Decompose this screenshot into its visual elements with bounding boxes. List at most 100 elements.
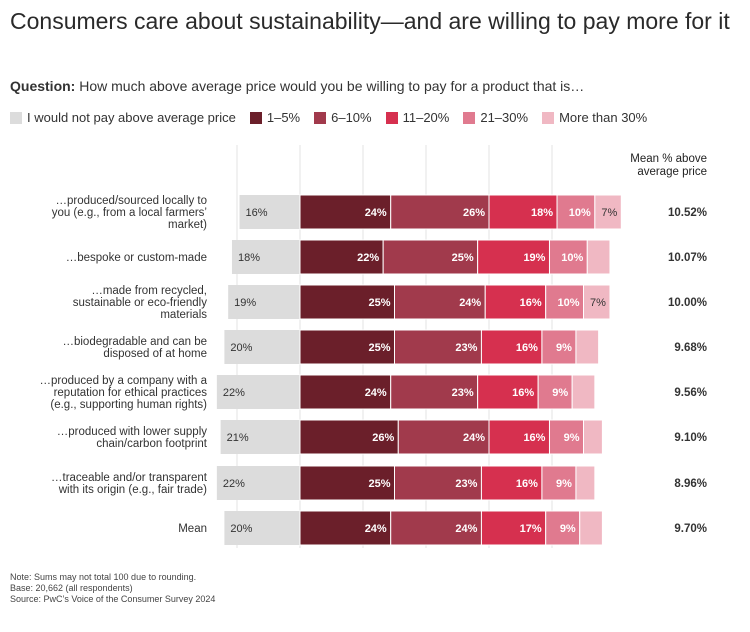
bar-segment-no-pay xyxy=(216,466,300,500)
data-label: 24% xyxy=(455,523,477,535)
data-label: 18% xyxy=(238,252,260,264)
bar-segment xyxy=(537,374,573,410)
bar-segment xyxy=(541,329,577,365)
legend: I would not pay above average price 1–5%… xyxy=(10,110,661,125)
data-label: 10% xyxy=(561,252,583,264)
legend-swatch xyxy=(249,111,262,124)
bar-segment xyxy=(545,284,585,320)
row-label: …produced by a company with a xyxy=(40,375,208,387)
question-label: Question: xyxy=(10,78,76,94)
bar-segment xyxy=(583,284,611,320)
legend-item-6-10: 6–10% xyxy=(314,110,372,125)
legend-swatch xyxy=(10,111,22,124)
data-label: 22% xyxy=(357,252,379,264)
data-label: 23% xyxy=(452,387,474,399)
bar-segment xyxy=(477,239,550,275)
bar-segment xyxy=(575,329,600,365)
row-label: reputation for ethical practices xyxy=(54,387,208,399)
data-label: 24% xyxy=(365,523,387,535)
row-label: you (e.g., from a local farmers’ xyxy=(52,207,207,219)
data-label: 16% xyxy=(520,297,542,309)
legend-label: I would not pay above average price xyxy=(27,110,236,125)
footnotes: Note: Sums may not total 100 due to roun… xyxy=(10,572,215,605)
bar-segment-no-pay xyxy=(239,195,300,229)
row-label: materials xyxy=(160,309,207,321)
data-label: 20% xyxy=(230,342,252,354)
bar-segment xyxy=(299,284,395,320)
mean-value: 8.96% xyxy=(674,478,707,490)
legend-swatch xyxy=(385,111,398,124)
mean-value: 10.52% xyxy=(668,207,707,219)
row-label: disposed of at home xyxy=(103,348,207,360)
row-label: …made from recycled, xyxy=(91,285,207,297)
mean-value: 9.68% xyxy=(674,342,707,354)
bar-segment xyxy=(586,239,611,275)
legend-label: 21–30% xyxy=(480,110,529,125)
bar-segment xyxy=(594,194,622,230)
data-label: 9% xyxy=(556,478,572,490)
mean-value: 10.00% xyxy=(668,297,707,309)
bar-segment-no-pay xyxy=(228,285,300,319)
data-label: 9% xyxy=(556,342,572,354)
footnote-base: Base: 20,662 (all respondents) xyxy=(10,583,133,593)
legend-label: 11–20% xyxy=(402,110,450,125)
data-label: 7% xyxy=(601,207,617,219)
bar-segment-no-pay xyxy=(231,240,300,274)
data-label: 10% xyxy=(569,207,591,219)
data-label: 16% xyxy=(516,342,538,354)
data-label: 24% xyxy=(463,432,485,444)
bar-segment-no-pay xyxy=(224,511,300,545)
legend-label: 6–10% xyxy=(331,110,372,125)
legend-swatch xyxy=(314,111,327,124)
mean-value: 9.10% xyxy=(674,432,707,444)
bar-segment xyxy=(397,419,490,455)
legend-swatch xyxy=(542,111,555,124)
data-label: 16% xyxy=(512,387,534,399)
data-label: 25% xyxy=(368,297,390,309)
row-label: (e.g., supporting human rights) xyxy=(50,399,207,411)
data-label: 9% xyxy=(560,523,576,535)
bar-segment xyxy=(480,329,543,365)
data-label: 20% xyxy=(230,523,252,535)
data-label: 24% xyxy=(365,387,387,399)
bar-segment xyxy=(394,329,482,365)
footnote-note: Note: Sums may not total 100 due to roun… xyxy=(10,572,197,582)
bar-segment xyxy=(488,194,558,230)
bar-segment xyxy=(556,194,596,230)
row-label: Mean xyxy=(178,523,207,535)
data-label: 21% xyxy=(227,432,249,444)
legend-item-30-plus: More than 30% xyxy=(542,110,647,125)
row-label: …produced/sourced locally to xyxy=(56,195,208,207)
question-text: How much above average price would you b… xyxy=(79,78,585,94)
footnote-source: Source: PwC’s Voice of the Consumer Surv… xyxy=(10,594,216,604)
row-label: …traceable and/or transparent xyxy=(51,472,208,484)
data-label: 9% xyxy=(564,432,580,444)
row-label: sustainable or eco-friendly xyxy=(73,297,207,309)
bar-segment xyxy=(390,374,479,410)
chart-title: Consumers care about sustainability—and … xyxy=(10,8,730,34)
mean-value: 9.70% xyxy=(674,523,707,535)
legend-item-none: I would not pay above average price xyxy=(10,110,236,125)
bar-segment xyxy=(390,194,490,230)
data-label: 16% xyxy=(246,207,268,219)
bar-segment-no-pay xyxy=(220,420,300,454)
data-label: 16% xyxy=(516,478,538,490)
bar-segment xyxy=(575,465,596,501)
legend-item-1-5: 1–5% xyxy=(249,110,300,125)
row-label: with its origin (e.g., fair trade) xyxy=(58,484,207,496)
bar-segment xyxy=(583,419,603,455)
row-label: …biodegradable and can be xyxy=(62,336,207,348)
bar-segment xyxy=(480,510,547,546)
bar-segment xyxy=(299,194,392,230)
bar-segment-no-pay xyxy=(224,330,300,364)
data-label: 23% xyxy=(455,478,477,490)
bar-segment-no-pay xyxy=(216,375,300,409)
bar-segment xyxy=(480,465,543,501)
legend-label: More than 30% xyxy=(559,110,648,125)
legend-item-21-30: 21–30% xyxy=(463,110,528,125)
data-label: 17% xyxy=(520,523,542,535)
legend-swatch xyxy=(463,111,476,124)
data-label: 9% xyxy=(552,387,568,399)
mean-column-header: Mean % above average price xyxy=(630,153,707,178)
